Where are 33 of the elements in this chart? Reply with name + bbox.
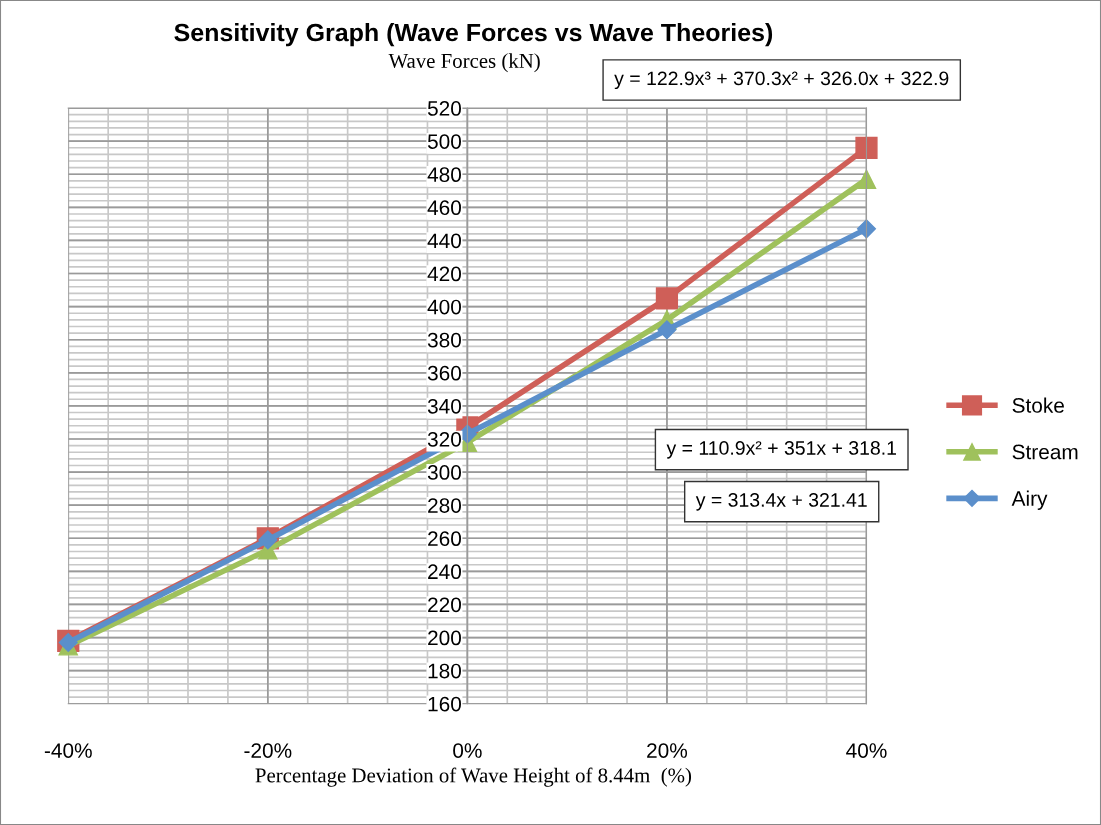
legend-label: Stoke: [1012, 397, 1064, 413]
y-axis-title: Wave Forces (kN): [388, 53, 540, 73]
y-tick-label: 360: [427, 365, 462, 381]
y-tick-label: 460: [427, 200, 462, 216]
x-tick-label: -40%: [44, 743, 92, 758]
chart-title: Sensitivity Graph (Wave Forces vs Wave Theories): [174, 23, 773, 47]
y-tick-label: 520: [427, 101, 462, 116]
y-tick-label: 380: [427, 332, 462, 348]
y-tick-label: 400: [427, 299, 462, 315]
y-tick-label: 480: [427, 167, 462, 183]
y-tick-label: 500: [427, 134, 462, 149]
y-tick-label: 280: [428, 498, 462, 513]
x-tick-label: -20%: [244, 743, 292, 758]
legend-label: Airy: [1011, 490, 1048, 510]
text: y = 122.9x³ + 370.3x² + 326.0x + 322.9: [614, 71, 949, 90]
y-tick-label: 200: [428, 630, 462, 646]
x-tick-label: 40%: [846, 743, 887, 758]
x-tick-label: 20%: [647, 743, 688, 758]
y-tick-label: 420: [427, 266, 462, 282]
y-tick-label: 320: [427, 431, 462, 447]
y-tick-label: 300: [427, 465, 462, 480]
x-tick-label: 0%: [453, 743, 482, 758]
annotation: y = 110.9x² + 351x + 318.1: [666, 441, 896, 459]
y-tick-label: 440: [427, 233, 462, 249]
y-tick-label: 260: [428, 531, 462, 547]
x-axis-title: Percentage Deviation of Wave Height of 8.44m (%): [255, 767, 692, 787]
annotation: y = 313.4x + 321.41: [695, 493, 867, 511]
y-tick-label: 240: [428, 564, 462, 580]
legend-label: Stream: [1012, 444, 1078, 460]
y-tick-label: 220: [428, 597, 462, 613]
y-tick-label: 340: [427, 398, 462, 414]
y-tick-label: 180: [428, 663, 462, 679]
y-tick-label: 160: [428, 696, 462, 712]
